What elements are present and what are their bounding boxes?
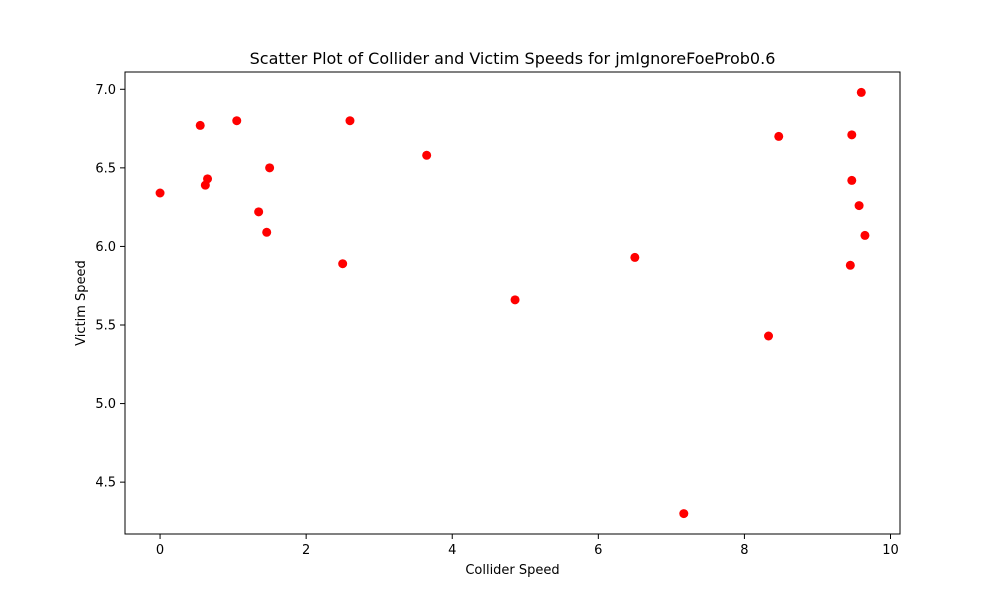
y-tick-label: 5.0 bbox=[95, 397, 116, 412]
data-point bbox=[155, 188, 165, 198]
y-tick-label: 6.5 bbox=[95, 161, 116, 176]
x-tick-label: 0 bbox=[156, 543, 164, 558]
data-point bbox=[679, 509, 689, 519]
data-point bbox=[856, 87, 866, 97]
x-tick-label: 6 bbox=[594, 543, 602, 558]
data-point bbox=[345, 116, 355, 126]
y-tick-label: 5.5 bbox=[95, 319, 116, 334]
x-axis-label: Collider Speed bbox=[465, 563, 559, 578]
y-tick-label: 6.0 bbox=[95, 240, 116, 255]
y-axis-label: Victim Speed bbox=[74, 260, 89, 346]
data-point bbox=[847, 175, 857, 185]
y-axis: 4.5 5.0 5.5 6.0 6.5 7.0 bbox=[95, 83, 125, 491]
x-tick-label: 8 bbox=[740, 543, 748, 558]
x-axis: 0 2 4 6 8 10 bbox=[156, 534, 899, 558]
x-tick-label: 4 bbox=[448, 543, 456, 558]
data-point bbox=[854, 201, 864, 211]
x-tick-label: 10 bbox=[882, 543, 899, 558]
points-layer bbox=[155, 87, 870, 519]
x-tick-label: 2 bbox=[302, 543, 310, 558]
chart-title: Scatter Plot of Collider and Victim Spee… bbox=[250, 49, 776, 68]
data-point bbox=[195, 120, 205, 130]
y-tick-label: 7.0 bbox=[95, 83, 116, 98]
data-point bbox=[845, 260, 855, 270]
data-point bbox=[262, 227, 272, 237]
data-point bbox=[422, 150, 432, 160]
data-point bbox=[860, 230, 870, 240]
data-point bbox=[630, 252, 640, 262]
data-point bbox=[510, 295, 520, 305]
y-tick-label: 4.5 bbox=[95, 476, 116, 491]
data-point bbox=[764, 331, 774, 341]
data-point bbox=[265, 163, 275, 173]
data-point bbox=[847, 130, 857, 140]
data-point bbox=[254, 207, 264, 217]
data-point bbox=[203, 174, 213, 184]
plot-frame bbox=[124, 71, 901, 535]
data-point bbox=[338, 259, 348, 269]
data-point bbox=[774, 131, 784, 141]
data-point bbox=[232, 116, 242, 126]
